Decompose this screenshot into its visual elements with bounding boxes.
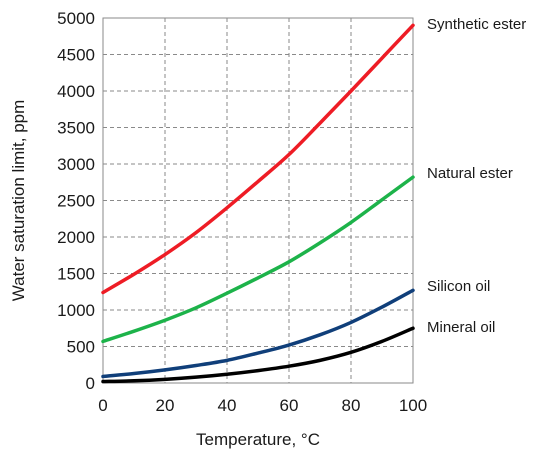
y-tick-label: 1000 bbox=[57, 301, 95, 320]
mineral-oil-label: Mineral oil bbox=[427, 319, 495, 336]
x-tick-label: 80 bbox=[342, 396, 361, 415]
synthetic-ester-line bbox=[101, 23, 415, 295]
natural-ester-line bbox=[101, 175, 415, 344]
x-tick-label: 0 bbox=[98, 396, 107, 415]
y-axis-ticks: 0 500 1000 1500 2000 2500 3000 3500 4000 4500 5000 bbox=[57, 9, 95, 393]
synthetic-ester-label: Synthetic ester bbox=[427, 16, 526, 33]
silicon-oil-label: Silicon oil bbox=[427, 278, 490, 295]
plot-frame bbox=[102, 17, 414, 384]
silicon-oil-line bbox=[101, 288, 415, 379]
x-tick-label: 100 bbox=[399, 396, 427, 415]
y-tick-label: 500 bbox=[67, 338, 95, 357]
y-tick-label: 0 bbox=[86, 374, 95, 393]
x-tick-label: 40 bbox=[218, 396, 237, 415]
y-tick-label: 2500 bbox=[57, 192, 95, 211]
series-labels: Synthetic ester Natural ester Silicon oil M… bbox=[427, 16, 526, 336]
y-tick-label: 2000 bbox=[57, 228, 95, 247]
natural-ester-label: Natural ester bbox=[427, 165, 513, 182]
y-tick-label: 4500 bbox=[57, 46, 95, 65]
y-tick-label: 3000 bbox=[57, 155, 95, 174]
y-tick-label: 4000 bbox=[57, 82, 95, 101]
mineral-oil-line bbox=[101, 326, 415, 384]
x-axis-title: Temperature, °C bbox=[196, 430, 320, 449]
y-axis-title: Water saturation limit, ppm bbox=[9, 100, 28, 302]
y-tick-label: 3500 bbox=[57, 119, 95, 138]
y-tick-label: 1500 bbox=[57, 265, 95, 284]
x-tick-label: 60 bbox=[280, 396, 299, 415]
x-tick-label: 20 bbox=[156, 396, 175, 415]
y-tick-label: 5000 bbox=[57, 9, 95, 28]
x-axis-ticks: 0 20 40 60 80 100 bbox=[98, 396, 427, 415]
series bbox=[101, 23, 415, 384]
